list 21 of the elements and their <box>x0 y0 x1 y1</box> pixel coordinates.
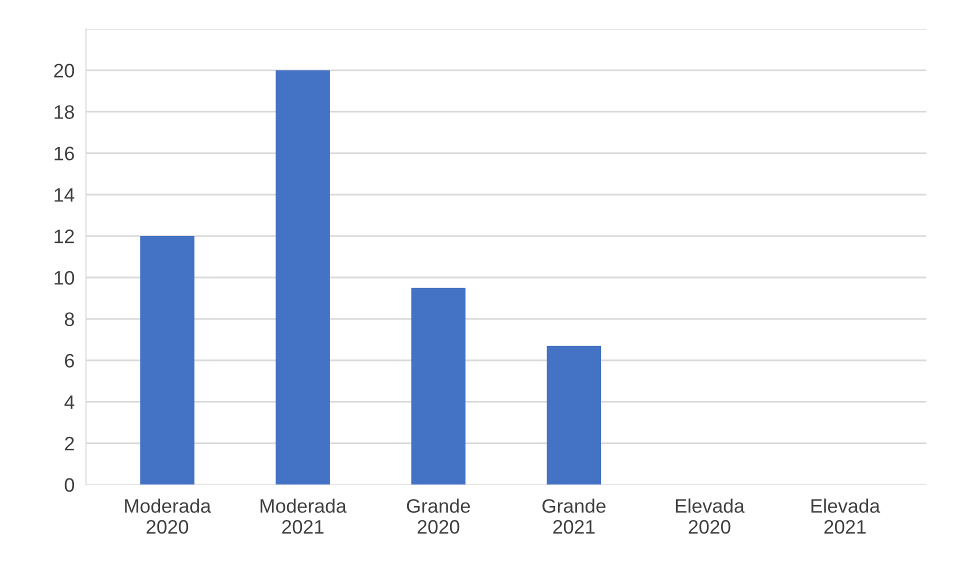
x-tick-label: Moderada 2021 <box>260 498 347 534</box>
y-tick-label: 4 <box>64 395 74 409</box>
bar <box>276 70 330 485</box>
y-tick-label: 6 <box>65 354 74 368</box>
bar <box>140 236 194 485</box>
y-tick-label: 16 <box>54 146 74 160</box>
bar <box>411 288 466 485</box>
x-tick-label: Grande 2021 <box>542 498 606 534</box>
x-tick-label: Elevada 2021 <box>811 498 880 534</box>
x-tick-label: Elevada 2020 <box>676 498 745 534</box>
y-tick-label: 0 <box>64 478 74 492</box>
x-tick-label: Moderada 2020 <box>125 498 212 534</box>
x-tick-label: Grande 2020 <box>406 498 470 534</box>
y-tick-label: 12 <box>54 230 74 244</box>
y-tick-label: 20 <box>54 64 74 78</box>
y-tick-label: 18 <box>54 105 74 119</box>
y-tick-label: 8 <box>64 312 74 326</box>
y-tick-label: 2 <box>65 436 74 450</box>
bar <box>546 346 602 485</box>
y-tick-label: 10 <box>54 270 74 285</box>
y-tick-label: 14 <box>54 188 74 202</box>
